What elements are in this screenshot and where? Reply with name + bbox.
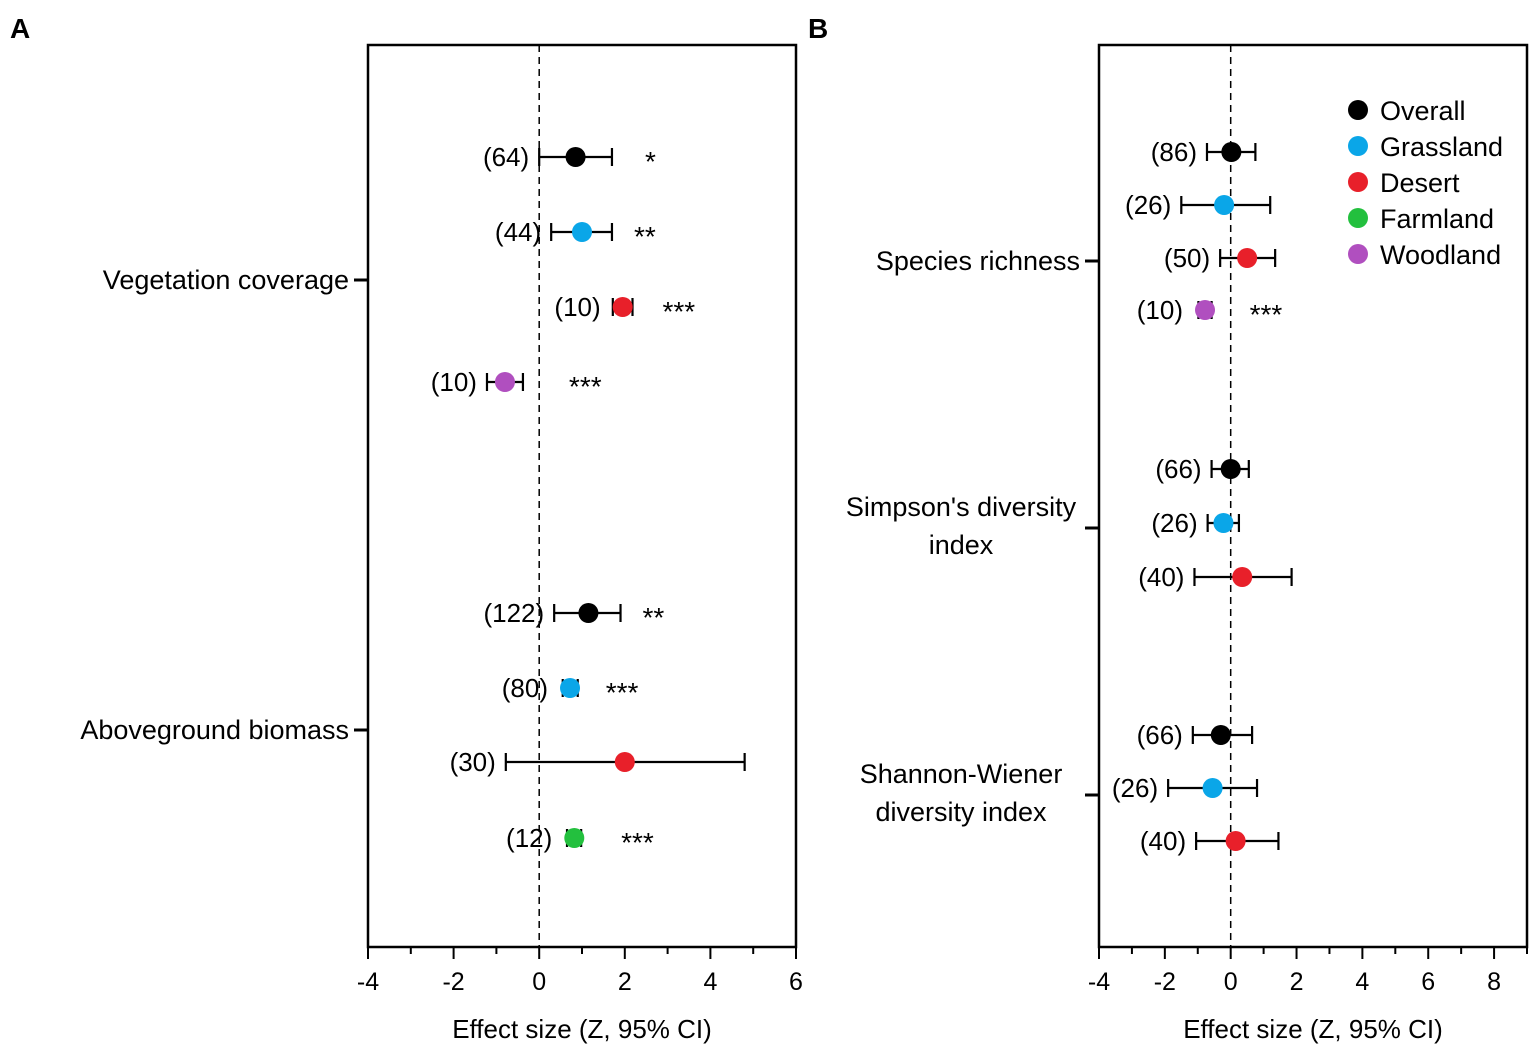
- legend-marker-grassland: [1348, 136, 1368, 156]
- significance-stars: ***: [621, 827, 654, 858]
- point-estimate-desert: [1237, 248, 1258, 268]
- sample-size-label: (66): [1155, 454, 1201, 484]
- point-estimate-grassland: [1213, 513, 1234, 533]
- x-axis-label: Effect size (Z, 95% CI): [1183, 1014, 1443, 1044]
- y-group-label-line: Species richness: [876, 246, 1080, 276]
- point-estimate-desert: [1225, 831, 1246, 851]
- significance-stars: ***: [606, 677, 639, 708]
- point-estimate-woodland: [494, 372, 515, 392]
- y-group-label: Shannon-Wiener diversity index: [860, 759, 1063, 827]
- point-estimate-desert: [612, 297, 633, 317]
- significance-stars: **: [634, 221, 656, 252]
- sample-size-label: (26): [1151, 508, 1197, 538]
- x-tick-label: 0: [532, 968, 546, 996]
- y-group-label-line: diversity index: [875, 797, 1047, 827]
- x-tick-label: 6: [1421, 968, 1435, 996]
- point-estimate-grassland: [1202, 778, 1223, 798]
- x-tick-label: -4: [1088, 968, 1110, 996]
- y-group-label-line: index: [929, 530, 994, 560]
- x-tick-label: 4: [703, 968, 717, 996]
- point-estimate-farmland: [564, 828, 585, 848]
- sample-size-label: (64): [483, 142, 529, 172]
- panel-b: B -4 -2 0 2 4 6 8 Effect size (Z, 95% CI) Species…: [808, 13, 1529, 1044]
- point-estimate-desert: [614, 752, 635, 772]
- y-group-label-line: Vegetation coverage: [103, 265, 349, 295]
- sample-size-label: (122): [483, 598, 544, 628]
- sample-size-label: (86): [1151, 137, 1197, 167]
- x-tick-label: -4: [357, 968, 379, 996]
- plot-frame: [1097, 43, 1529, 949]
- sample-size-label: (12): [506, 823, 552, 853]
- sample-size-label: (30): [450, 747, 496, 777]
- sample-size-label: (26): [1112, 773, 1158, 803]
- sample-size-label: (50): [1164, 243, 1210, 273]
- y-group-label-line: Aboveground biomass: [80, 715, 349, 745]
- x-tick-label: -2: [442, 968, 464, 996]
- panel-label: A: [10, 13, 30, 44]
- point-estimate-grassland: [1214, 195, 1235, 215]
- legend-label-farmland: Farmland: [1380, 204, 1494, 234]
- y-group-label-line: Shannon-Wiener: [860, 759, 1063, 789]
- sample-size-label: (40): [1138, 562, 1184, 592]
- y-group-label: Species richness: [876, 246, 1080, 276]
- significance-stars: ***: [663, 296, 696, 327]
- sample-size-label: (10): [554, 292, 600, 322]
- legend-marker-woodland: [1348, 244, 1368, 264]
- point-estimate-desert: [1232, 567, 1253, 587]
- panel-label: B: [808, 13, 828, 44]
- y-group-label: Vegetation coverage: [103, 265, 349, 295]
- sample-size-label: (80): [502, 673, 548, 703]
- significance-stars: ***: [569, 371, 602, 402]
- sample-size-label: (10): [431, 367, 477, 397]
- y-group-label-line: Simpson's diversity: [846, 492, 1077, 522]
- sample-size-label: (40): [1140, 826, 1186, 856]
- x-tick-label: -2: [1154, 968, 1176, 996]
- sample-size-label: (26): [1125, 190, 1171, 220]
- legend-label-desert: Desert: [1380, 168, 1460, 198]
- significance-stars: ***: [1250, 299, 1283, 330]
- x-tick-label: 2: [618, 968, 632, 996]
- sample-size-label: (66): [1137, 720, 1183, 750]
- legend-label-overall: Overall: [1380, 96, 1466, 126]
- x-tick-label: 0: [1224, 968, 1238, 996]
- y-group-label: Simpson's diversity index: [846, 492, 1077, 560]
- x-tick-label: 8: [1487, 968, 1501, 996]
- point-estimate-overall: [578, 603, 599, 623]
- x-tick-label: 6: [789, 968, 803, 996]
- legend-label-woodland: Woodland: [1380, 240, 1501, 270]
- x-axis-label: Effect size (Z, 95% CI): [452, 1014, 712, 1044]
- point-estimate-overall: [1220, 459, 1241, 479]
- sample-size-label: (10): [1137, 295, 1183, 325]
- legend-marker-desert: [1348, 172, 1368, 192]
- point-estimate-overall: [1210, 725, 1231, 745]
- legend-label-grassland: Grassland: [1380, 132, 1503, 162]
- point-estimate-grassland: [572, 222, 592, 242]
- significance-stars: **: [643, 602, 665, 633]
- point-estimate-overall: [565, 147, 586, 167]
- plot-frame: [366, 43, 798, 949]
- y-group-label: Aboveground biomass: [80, 715, 349, 745]
- legend: Overall Grassland Desert Farmland Woodland: [1348, 96, 1503, 270]
- x-tick-label: 2: [1290, 968, 1304, 996]
- legend-marker-overall: [1348, 100, 1368, 120]
- significance-stars: *: [645, 146, 656, 177]
- point-estimate-woodland: [1195, 300, 1216, 320]
- panel-a: A -4 -2 0 2 4 6 Effect size (Z, 95% CI) Vegetati…: [10, 13, 803, 1044]
- sample-size-label: (44): [495, 217, 541, 247]
- point-estimate-grassland: [560, 678, 581, 698]
- x-tick-label: 4: [1355, 968, 1369, 996]
- legend-marker-farmland: [1348, 208, 1368, 228]
- point-estimate-overall: [1221, 142, 1242, 162]
